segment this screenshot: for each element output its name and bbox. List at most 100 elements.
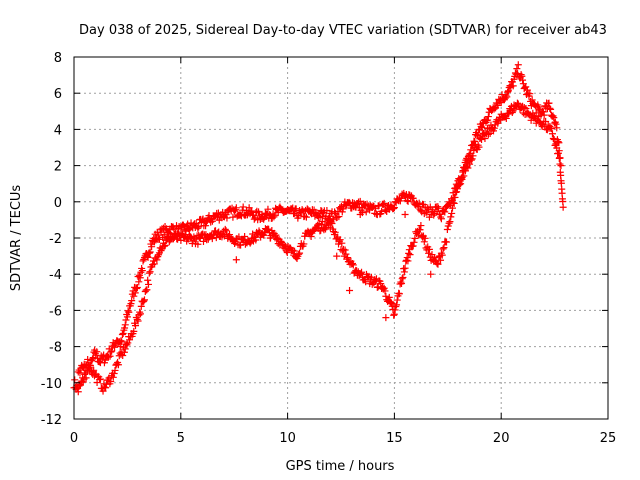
data-point bbox=[435, 204, 443, 212]
data-point bbox=[414, 231, 422, 239]
y-tick-label: -6 bbox=[49, 304, 62, 319]
data-point bbox=[121, 321, 129, 329]
data-point bbox=[109, 373, 117, 381]
data-point bbox=[283, 248, 291, 256]
data-point bbox=[280, 241, 288, 249]
data-point bbox=[136, 274, 144, 282]
data-point bbox=[237, 241, 245, 249]
data-point bbox=[118, 331, 126, 339]
data-point bbox=[462, 163, 470, 171]
data-point bbox=[342, 250, 350, 258]
data-point bbox=[140, 296, 148, 304]
data-point bbox=[371, 276, 379, 284]
data-point bbox=[291, 247, 299, 255]
data-point bbox=[229, 213, 237, 221]
data-point bbox=[101, 356, 109, 364]
data-point bbox=[375, 202, 383, 210]
data-point bbox=[518, 72, 526, 80]
data-point bbox=[111, 366, 119, 374]
data-point bbox=[327, 218, 335, 226]
data-point bbox=[550, 136, 558, 144]
data-point bbox=[404, 197, 412, 205]
data-point bbox=[528, 96, 536, 104]
data-point bbox=[434, 260, 442, 268]
x-tick-label: 15 bbox=[386, 431, 403, 446]
data-point bbox=[446, 218, 454, 226]
data-point bbox=[231, 207, 239, 215]
data-point bbox=[504, 88, 512, 96]
data-point bbox=[477, 122, 485, 130]
data-point bbox=[107, 378, 115, 386]
data-point bbox=[382, 292, 390, 300]
data-point bbox=[450, 199, 458, 207]
data-point bbox=[522, 105, 530, 113]
data-point bbox=[90, 366, 98, 374]
data-point bbox=[232, 256, 240, 264]
data-point bbox=[130, 327, 138, 335]
data-point bbox=[333, 252, 341, 260]
data-point bbox=[267, 234, 275, 242]
data-point bbox=[404, 257, 412, 265]
data-point bbox=[148, 243, 156, 251]
data-point bbox=[184, 220, 192, 228]
data-point bbox=[118, 338, 126, 346]
data-point bbox=[199, 237, 207, 245]
data-point bbox=[552, 120, 560, 128]
data-point bbox=[344, 254, 352, 262]
data-point bbox=[300, 240, 308, 248]
data-point bbox=[222, 227, 230, 235]
data-point bbox=[144, 276, 152, 284]
data-point bbox=[425, 245, 433, 253]
data-point bbox=[478, 136, 486, 144]
data-point bbox=[121, 345, 129, 353]
data-point bbox=[270, 229, 278, 237]
data-point bbox=[468, 155, 476, 163]
data-point bbox=[338, 239, 346, 247]
data-point bbox=[535, 112, 543, 120]
data-point bbox=[411, 234, 419, 242]
data-point bbox=[128, 297, 136, 305]
data-point bbox=[138, 267, 146, 275]
data-point bbox=[391, 306, 399, 314]
data-point bbox=[259, 214, 267, 222]
data-point bbox=[232, 204, 240, 212]
data-point bbox=[239, 203, 247, 211]
x-tick-label: 5 bbox=[177, 431, 185, 446]
data-point bbox=[390, 205, 398, 213]
data-point bbox=[382, 314, 390, 322]
data-point bbox=[349, 261, 357, 269]
data-point bbox=[149, 261, 157, 269]
data-point bbox=[469, 152, 477, 160]
x-tick-label: 0 bbox=[70, 431, 78, 446]
data-point bbox=[123, 313, 131, 321]
data-point bbox=[160, 242, 168, 250]
y-tick-label: -8 bbox=[49, 341, 62, 356]
data-point bbox=[466, 160, 474, 168]
data-point bbox=[400, 268, 408, 276]
data-point bbox=[362, 278, 370, 286]
data-point bbox=[265, 225, 273, 233]
data-point bbox=[125, 308, 133, 316]
data-point bbox=[226, 231, 234, 239]
data-point bbox=[132, 322, 140, 330]
data-point bbox=[273, 234, 281, 242]
data-point bbox=[380, 199, 388, 207]
data-point bbox=[495, 117, 503, 125]
data-point bbox=[478, 124, 486, 132]
data-point bbox=[420, 238, 428, 246]
data-point bbox=[403, 197, 411, 205]
data-point bbox=[307, 232, 315, 240]
data-point bbox=[150, 260, 158, 268]
data-point bbox=[323, 206, 331, 214]
data-point bbox=[207, 218, 215, 226]
data-point bbox=[133, 315, 141, 323]
data-point bbox=[335, 213, 343, 221]
data-point bbox=[417, 222, 425, 230]
data-point bbox=[86, 361, 94, 369]
data-point bbox=[443, 238, 451, 246]
data-point bbox=[194, 240, 202, 248]
grid bbox=[74, 57, 608, 419]
data-point bbox=[75, 382, 83, 390]
data-point bbox=[333, 213, 341, 221]
data-point bbox=[84, 355, 92, 363]
